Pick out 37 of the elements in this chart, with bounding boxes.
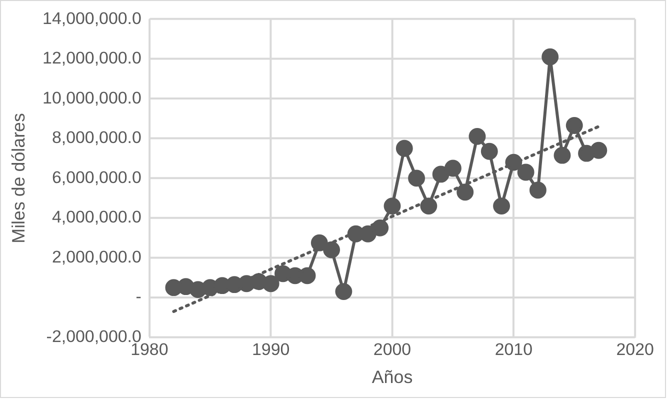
x-tick-label: 2010 <box>494 340 533 360</box>
point <box>554 146 571 164</box>
point <box>384 198 401 215</box>
point <box>468 128 486 145</box>
x-tick-label: 2000 <box>373 340 412 360</box>
x-axis-title: Años <box>372 367 413 388</box>
point <box>396 140 413 157</box>
point <box>505 154 522 171</box>
point <box>493 198 510 215</box>
y-tick-label: 14,000,000.0 <box>42 8 142 28</box>
point <box>480 142 498 160</box>
point <box>444 160 462 177</box>
y-tick-label: 10,000,000.0 <box>42 88 142 108</box>
y-axis-title: Miles de dólares <box>8 113 29 244</box>
x-tick-label: 1990 <box>252 340 290 360</box>
y-tick-label: 8,000,000.0 <box>52 128 142 148</box>
x-tick-label: 2020 <box>616 340 654 360</box>
point <box>323 241 340 258</box>
point <box>542 48 559 66</box>
y-tick-label: - <box>136 287 142 306</box>
y-tick-label: 12,000,000.0 <box>42 48 142 68</box>
point <box>420 198 438 215</box>
y-tick-label: 6,000,000.0 <box>52 168 142 187</box>
point <box>335 283 352 300</box>
point <box>517 164 534 181</box>
y-tick-label: 2,000,000.0 <box>52 247 142 266</box>
point <box>262 275 280 292</box>
point <box>432 166 450 183</box>
point <box>529 182 546 199</box>
y-tick-label: -2,000,000.0 <box>46 326 142 346</box>
y-tick-label: 4,000,000.0 <box>52 208 142 227</box>
point <box>408 170 426 187</box>
point <box>372 219 389 236</box>
point <box>456 184 474 201</box>
point <box>310 234 328 252</box>
point <box>590 142 608 159</box>
point <box>566 117 583 134</box>
